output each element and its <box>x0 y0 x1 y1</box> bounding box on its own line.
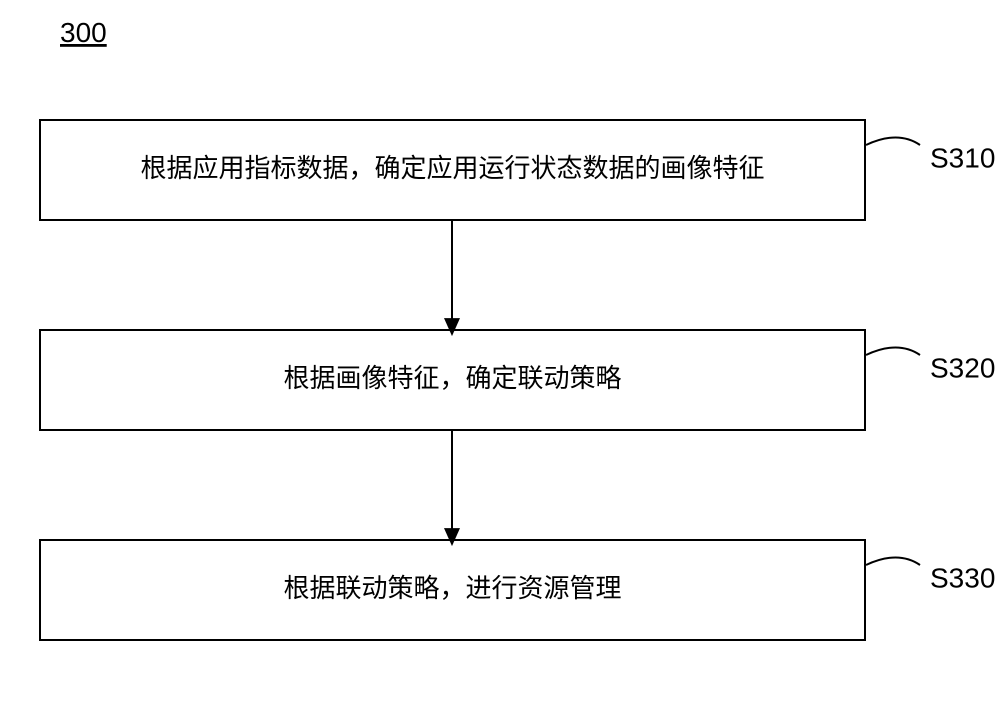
step-label-leader <box>866 348 920 356</box>
flow-step-text: 根据画像特征，确定联动策略 <box>283 363 621 393</box>
flow-step-text: 根据联动策略，进行资源管理 <box>283 573 621 603</box>
step-label: S320 <box>930 352 995 383</box>
figure-number: 300 <box>60 17 107 48</box>
flow-step-text: 根据应用指标数据，确定应用运行状态数据的画像特征 <box>140 153 764 183</box>
step-label-leader <box>866 138 920 146</box>
step-label: S330 <box>930 562 995 593</box>
flowchart-canvas: 300 根据应用指标数据，确定应用运行状态数据的画像特征 S310 根据画像特征，确定… <box>0 0 1000 708</box>
step-label-leader <box>866 558 920 566</box>
step-label: S310 <box>930 142 995 173</box>
